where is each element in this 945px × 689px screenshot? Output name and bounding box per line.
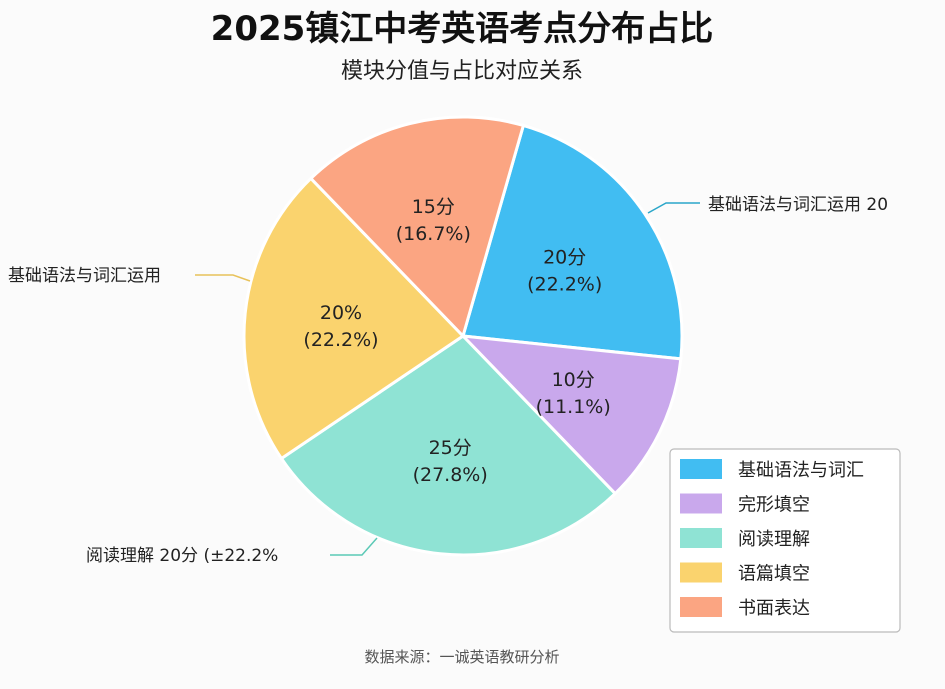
slice-label-3-2: (22.2%)	[303, 329, 378, 351]
slice-label-2-2: (27.8%)	[413, 464, 488, 486]
slice-label-1-2: (11.1%)	[536, 396, 611, 418]
callout-group: 基础语法与词汇运用 20 基础语法与词汇运用 阅读理解 20分 (±22.2%	[8, 195, 888, 566]
slice-label-1-1: 10分	[552, 369, 595, 391]
chart-subtitle: 模块分值与占比对应关系	[341, 59, 583, 84]
callout-label-2: 阅读理解 20分 (±22.2%	[86, 546, 278, 566]
legend-box	[669, 448, 901, 633]
callout-line-2	[330, 537, 378, 556]
legend-swatch-4	[680, 597, 722, 617]
slice-label-0-2: (22.2%)	[527, 273, 602, 295]
legend-label-3: 语篇填空	[738, 564, 810, 585]
legend-swatch-2	[680, 528, 722, 548]
callout-label-1: 基础语法与词汇运用	[8, 266, 161, 286]
callout-label-0: 基础语法与词汇运用 20	[708, 195, 888, 215]
pie-slice-2	[279, 334, 618, 557]
legend-label-4: 书面表达	[738, 598, 810, 619]
slice-label-2-1: 25分	[429, 437, 472, 459]
chart-title: 2025镇江中考英语考点分布占比	[211, 9, 714, 49]
pie-slice-3	[242, 176, 466, 461]
legend-label-1: 完形填空	[738, 495, 810, 516]
slice-label-0-1: 20分	[543, 246, 586, 268]
pie-slice-1	[459, 334, 683, 496]
pie-slice-4	[308, 115, 526, 339]
slice-label-3-1: 20%	[320, 302, 362, 324]
legend-swatch-0	[680, 459, 722, 479]
slice-labels: 20分 (22.2%) 10分 (11.1%) 25分 (27.8%) 20% (22.2%)…	[303, 196, 610, 486]
slice-label-4-2: (16.7%)	[396, 223, 471, 245]
callout-line-1	[195, 274, 251, 282]
legend-swatch-3	[680, 562, 722, 583]
pie-slices	[242, 115, 684, 557]
source-note: 数据来源：一诚英语教研分析	[364, 648, 559, 666]
slice-label-4-1: 15分	[412, 196, 455, 218]
pie-slice-0	[461, 123, 684, 361]
callout-line-0	[647, 202, 700, 214]
legend-label-0: 基础语法与词汇	[738, 460, 864, 481]
legend-label-2: 阅读理解	[738, 529, 810, 550]
legend-swatch-1	[680, 493, 722, 514]
